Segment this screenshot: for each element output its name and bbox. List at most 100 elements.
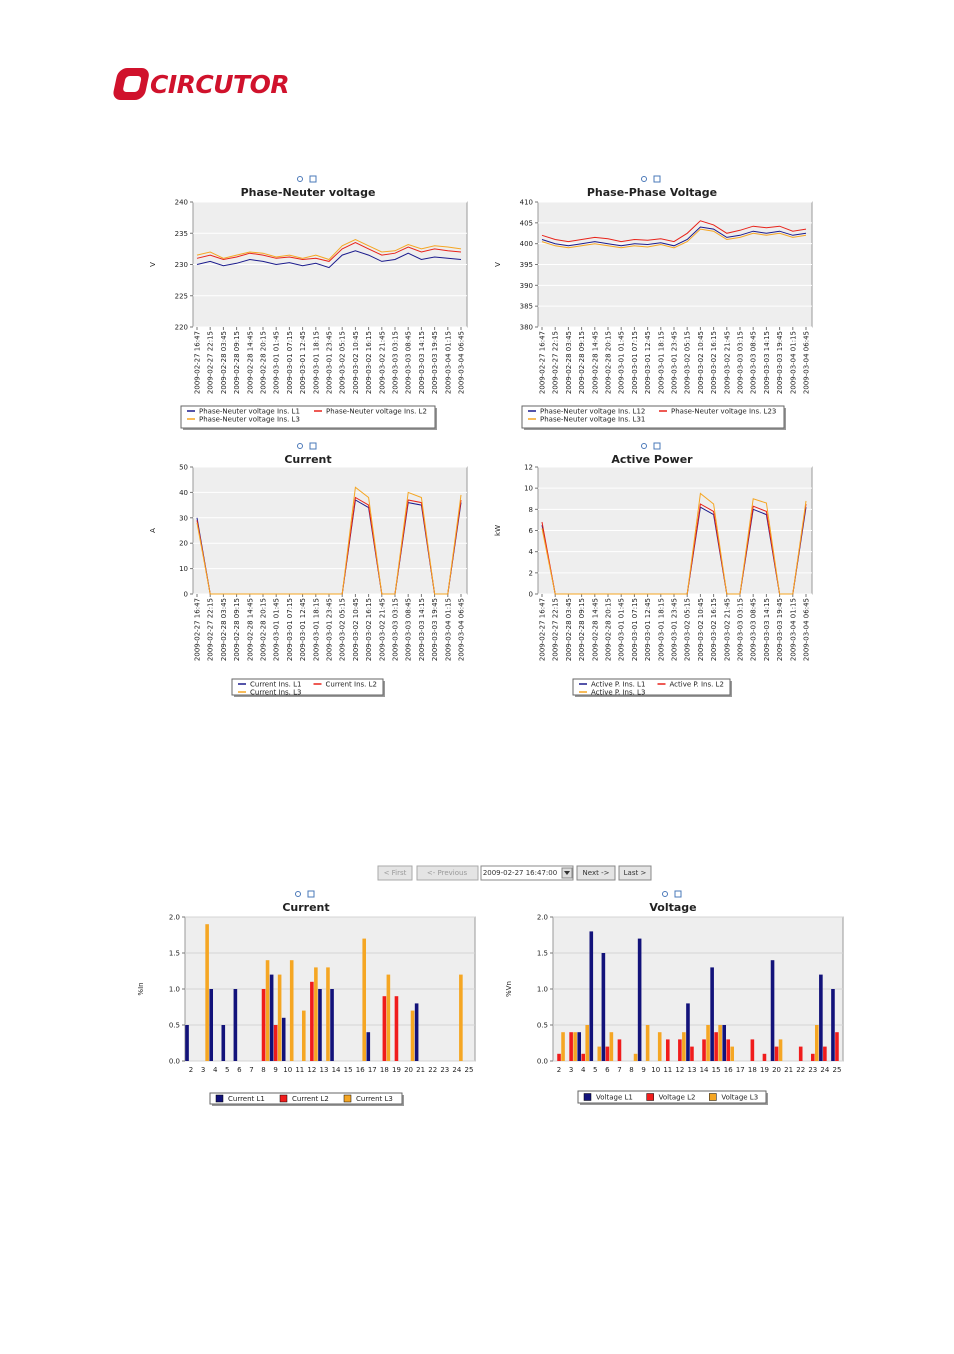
x-tick-label: 9 — [641, 1066, 645, 1074]
bar — [589, 931, 594, 1061]
next-button[interactable] — [576, 865, 616, 881]
x-tick-label: 2009-03-04 06:45 — [458, 598, 466, 661]
bar — [831, 989, 835, 1061]
y-axis-label: V — [494, 262, 502, 267]
zoom-icon[interactable] — [297, 176, 303, 182]
x-tick-label: 13 — [687, 1066, 696, 1074]
x-tick-label: 2009-03-01 07:15 — [286, 331, 294, 394]
bar — [601, 953, 606, 1061]
first-button[interactable] — [377, 865, 413, 881]
y-tick-label: 2.0 — [169, 914, 180, 922]
x-tick-label: 2009-02-28 14:45 — [591, 598, 599, 661]
bar — [557, 1053, 561, 1061]
zoom-icon[interactable] — [662, 891, 668, 897]
x-tick-label: 2009-03-03 14:15 — [763, 598, 771, 661]
y-tick-label: 2 — [529, 569, 533, 577]
x-tick-label: 2009-03-01 23:45 — [326, 598, 334, 661]
x-tick-label: 17 — [736, 1066, 745, 1074]
x-tick-label: 2009-02-28 09:15 — [233, 331, 241, 394]
y-axis-label: V — [149, 262, 157, 267]
y-tick-label: 220 — [175, 324, 188, 332]
zoom-icon[interactable] — [295, 891, 301, 897]
bar — [277, 974, 282, 1061]
x-tick-label: 2009-03-03 14:15 — [763, 331, 771, 394]
date-select[interactable] — [480, 865, 574, 881]
table-icon[interactable] — [653, 175, 661, 183]
zoom-icon[interactable] — [297, 443, 303, 449]
x-tick-label: 2009-02-27 22:15 — [552, 331, 560, 394]
previous-button[interactable] — [416, 865, 479, 881]
legend-label: Phase-Neuter voltage Ins. L1 — [199, 408, 300, 416]
y-tick-label: 6 — [529, 527, 534, 535]
bar — [386, 974, 391, 1061]
last-button[interactable] — [618, 865, 652, 881]
x-tick-label: 2009-03-02 16:15 — [365, 598, 373, 661]
chart: Phase-Neuter voltage 220 225 230 235 240 V 2009… — [149, 175, 468, 430]
y-axis-label: %In — [137, 982, 145, 995]
x-tick-label: 2009-02-28 14:45 — [246, 598, 254, 661]
zoom-icon[interactable] — [641, 443, 647, 449]
bar — [261, 989, 266, 1061]
x-tick-label: 2009-03-03 03:15 — [392, 598, 400, 661]
x-tick-label: 18 — [748, 1066, 757, 1074]
date-label: 2009-02-27 16:47:00 — [483, 869, 557, 877]
x-tick-label: 2009-03-02 10:45 — [352, 598, 360, 661]
x-tick-label: 2009-03-02 10:45 — [352, 331, 360, 394]
x-tick-label: 2009-03-02 10:45 — [697, 598, 705, 661]
legend-label: Phase-Neuter voltage Ins. L12 — [540, 408, 645, 416]
x-tick-label: 2009-03-01 23:45 — [326, 331, 334, 394]
legend-swatch — [583, 1093, 592, 1101]
y-tick-label: 20 — [179, 540, 188, 548]
legend-label: Current Ins. L1 — [250, 681, 301, 689]
bar — [209, 989, 214, 1061]
x-tick-label: 3 — [201, 1066, 205, 1074]
y-tick-label: 390 — [520, 282, 533, 290]
chart: Active Power 0 2 4 6 8 10 12 kW 2009-02-27 16:47 2… — [494, 442, 813, 697]
x-tick-label: 14 — [700, 1066, 709, 1074]
table-icon[interactable] — [307, 890, 315, 898]
bar — [730, 1046, 735, 1061]
x-tick-label: 2009-03-03 19:45 — [776, 331, 784, 394]
x-tick-label: 24 — [820, 1066, 829, 1074]
navigation: < First <- Previous 2009-02-27 16:47:00 … — [377, 865, 652, 881]
x-tick-label: 2009-03-02 21:45 — [723, 331, 731, 394]
bar — [609, 1032, 614, 1061]
legend-swatch — [343, 1094, 352, 1103]
x-tick-label: 11 — [663, 1066, 672, 1074]
bar — [810, 1053, 815, 1061]
x-tick-label: 13 — [319, 1066, 328, 1074]
x-tick-label: 2009-03-04 01:15 — [789, 331, 797, 394]
x-tick-label: 25 — [464, 1066, 473, 1074]
y-tick-label: 385 — [520, 303, 533, 311]
legend — [209, 1092, 403, 1105]
zoom-icon[interactable] — [641, 176, 647, 182]
table-icon[interactable] — [653, 442, 661, 450]
legend-label: Phase-Neuter voltage Ins. L2 — [326, 408, 427, 416]
x-tick-label: 2009-03-01 07:15 — [286, 598, 294, 661]
legend-label: Current Ins. L2 — [326, 681, 377, 689]
legend-label: Active P. Ins. L2 — [670, 681, 724, 689]
chart-title: Voltage — [649, 901, 696, 914]
bar — [410, 1010, 415, 1061]
table-icon[interactable] — [674, 890, 682, 898]
y-axis-label: A — [149, 528, 157, 533]
bar — [573, 1032, 577, 1061]
y-tick-label: 395 — [520, 261, 533, 269]
table-icon[interactable] — [309, 175, 317, 183]
x-tick-label: 2009-03-02 21:45 — [378, 598, 386, 661]
x-tick-label: 2009-03-03 19:45 — [431, 331, 439, 394]
x-tick-label: 2009-02-28 03:45 — [565, 331, 573, 394]
x-tick-label: 2009-02-27 16:47 — [539, 598, 547, 661]
bar — [273, 1025, 278, 1061]
table-icon[interactable] — [309, 442, 317, 450]
x-tick-label: 12 — [675, 1066, 684, 1074]
bar — [774, 1046, 779, 1061]
x-tick-label: 2009-03-02 05:15 — [339, 598, 347, 661]
x-tick-label: 2009-03-04 01:15 — [789, 598, 797, 661]
x-tick-label: 17 — [368, 1066, 377, 1074]
x-tick-label: 2009-02-28 09:15 — [578, 331, 586, 394]
bar — [569, 1032, 573, 1061]
y-tick-label: 50 — [179, 464, 188, 472]
y-tick-label: 30 — [179, 514, 188, 522]
x-tick-label: 2009-02-27 22:15 — [207, 331, 215, 394]
